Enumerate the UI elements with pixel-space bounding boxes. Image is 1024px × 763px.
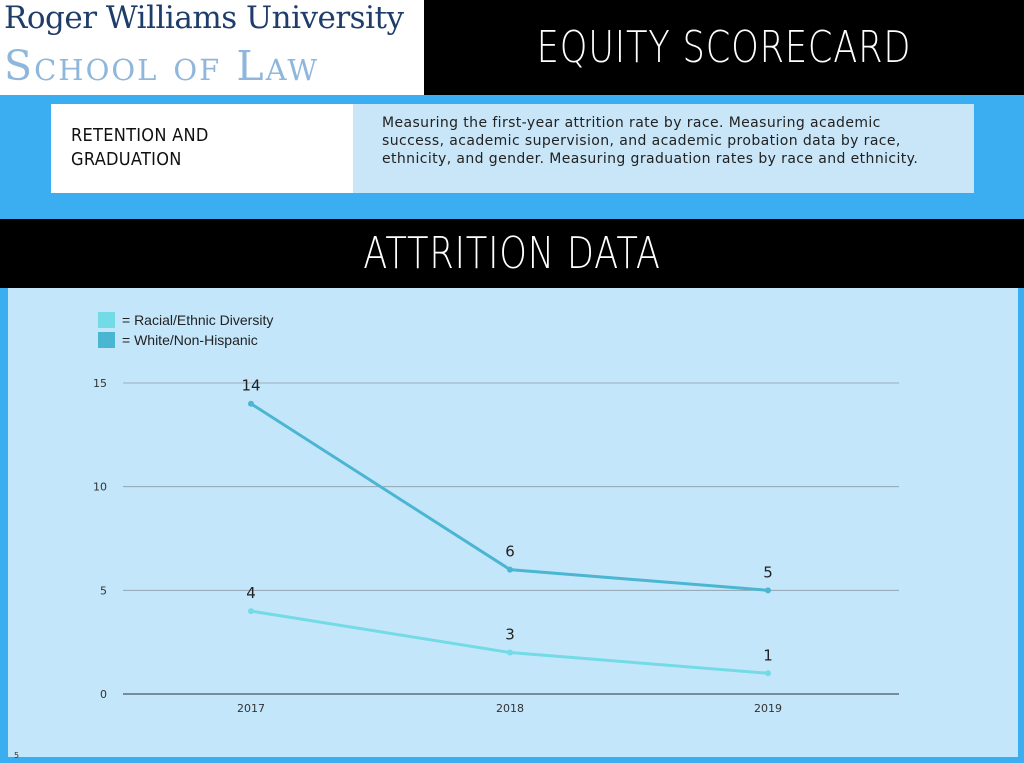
legend-swatch [98,332,115,348]
data-label: 1 [763,646,773,664]
retention-heading: RETENTION AND GRADUATION [71,125,209,170]
y-tick-label: 15 [93,377,107,390]
data-label: 14 [241,377,260,395]
y-tick-label: 0 [100,688,107,701]
data-point [507,566,513,573]
x-tick-label: 2017 [237,702,265,715]
data-point [248,608,254,615]
data-label: 4 [246,584,256,602]
y-tick-label: 5 [100,584,107,597]
logo-university-name: Roger Williams University [4,0,404,36]
data-label: 5 [763,563,773,581]
university-logo: Roger Williams University School of Law [0,0,424,95]
data-point [765,587,771,594]
x-tick-label: 2019 [754,702,782,715]
data-point [507,649,513,656]
series-line-1 [250,402,769,592]
legend-swatch [98,312,115,328]
chart-panel: 0 5 10 15 2017 2018 2019 4 3 1 14 6 5 = Racial/Ethnic… [8,288,1018,757]
legend-label: = White/Non-Hispanic [122,332,258,348]
page-number: 5 [14,751,20,760]
data-point [248,400,254,407]
data-point [765,670,771,677]
x-tick-label: 2018 [496,702,524,715]
legend-label: = Racial/Ethnic Diversity [122,312,273,328]
data-label: 6 [505,543,515,561]
logo-school-name: School of Law [4,42,320,90]
retention-description-box: Measuring the first-year attrition rate … [353,104,974,193]
y-tick-label: 10 [93,481,107,494]
page-title: EQUITY SCORECARD [536,22,912,73]
retention-heading-box: RETENTION AND GRADUATION [51,104,353,193]
attrition-line-chart: 0 5 10 15 2017 2018 2019 4 3 1 14 6 5 = Racial/Ethnic… [93,312,899,715]
section-title: ATTRITION DATA [102,219,922,288]
retention-description: Measuring the first-year attrition rate … [382,115,919,167]
data-label: 3 [505,626,515,644]
